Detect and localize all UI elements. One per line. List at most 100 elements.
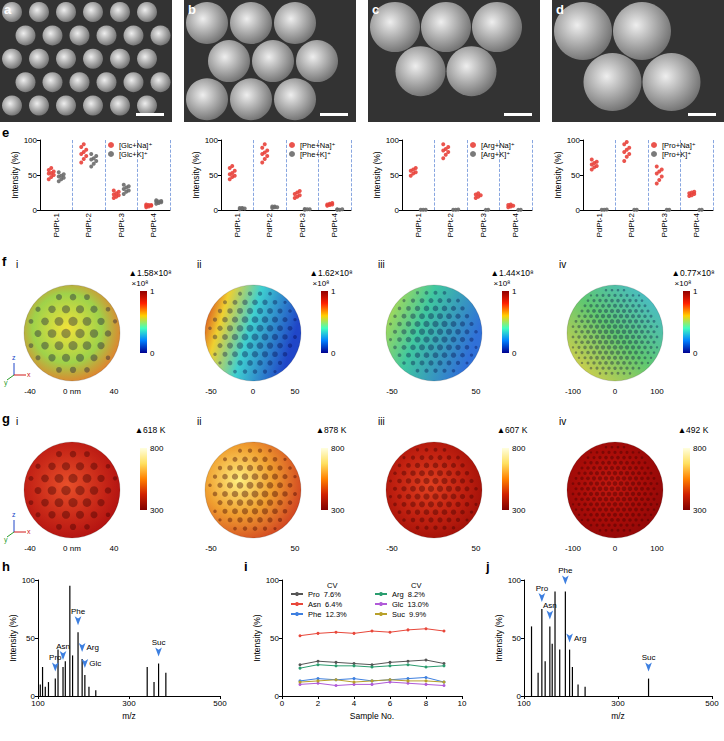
svg-text:Intensity (%): Intensity (%) <box>372 151 382 198</box>
svg-text:0 nm: 0 nm <box>63 387 81 396</box>
svg-text:0: 0 <box>395 206 400 215</box>
svg-text:0: 0 <box>33 206 38 215</box>
svg-text:800: 800 <box>693 444 707 453</box>
svg-text:i: i <box>16 259 18 270</box>
svg-text:Phe: Phe <box>71 607 86 616</box>
svg-text:Asn 6.4%: Asn 6.4% <box>308 600 343 609</box>
svg-text:PdPt-4: PdPt-4 <box>149 212 158 237</box>
svg-text:PdPt-1: PdPt-1 <box>595 212 604 237</box>
svg-text:-100: -100 <box>565 544 582 553</box>
svg-text:z: z <box>12 511 16 518</box>
svg-text:Arg: Arg <box>574 634 586 643</box>
svg-text:50: 50 <box>512 634 521 643</box>
svg-text:[Arg+K]⁺: [Arg+K]⁺ <box>481 150 510 159</box>
svg-text:Intensity (%): Intensity (%) <box>252 614 262 661</box>
svg-text:c: c <box>372 2 379 17</box>
svg-text:Pro 7.6%: Pro 7.6% <box>308 590 341 599</box>
svg-text:1: 1 <box>512 287 517 296</box>
svg-text:40: 40 <box>110 387 119 396</box>
svg-text:iv: iv <box>559 259 566 270</box>
svg-text:PdPt-3: PdPt-3 <box>660 212 669 237</box>
svg-text:Asn: Asn <box>543 601 557 610</box>
svg-text:300: 300 <box>331 506 345 515</box>
svg-text:Pro: Pro <box>536 584 549 593</box>
svg-text:Glc: Glc <box>89 659 101 668</box>
svg-text:50: 50 <box>291 387 300 396</box>
svg-text:0: 0 <box>150 349 155 358</box>
svg-text:50: 50 <box>291 544 300 553</box>
svg-text:0: 0 <box>331 349 336 358</box>
svg-text:iii: iii <box>378 259 385 270</box>
svg-text:iii: iii <box>378 416 385 427</box>
svg-text:50: 50 <box>28 171 37 180</box>
svg-text:▲618 K: ▲618 K <box>135 425 166 435</box>
svg-text:-50: -50 <box>205 544 217 553</box>
svg-text:0: 0 <box>693 349 698 358</box>
svg-text:100: 100 <box>24 136 38 145</box>
svg-text:[Pro+K]⁺: [Pro+K]⁺ <box>662 150 691 159</box>
svg-text:10: 10 <box>458 699 467 708</box>
svg-text:Suc: Suc <box>642 653 656 662</box>
svg-text:x: x <box>27 371 31 378</box>
svg-text:PdPt-4: PdPt-4 <box>330 212 339 237</box>
svg-text:PdPt-2: PdPt-2 <box>84 212 93 237</box>
svg-text:50: 50 <box>26 634 35 643</box>
svg-text:2: 2 <box>316 699 321 708</box>
svg-text:Sample No.: Sample No. <box>350 711 394 721</box>
svg-text:PdPt-2: PdPt-2 <box>446 212 455 237</box>
svg-text:PdPt-3: PdPt-3 <box>479 212 488 237</box>
svg-text:0: 0 <box>512 349 517 358</box>
svg-text:50: 50 <box>390 171 399 180</box>
svg-text:PdPt-2: PdPt-2 <box>265 212 274 237</box>
svg-text:CV: CV <box>327 581 337 590</box>
svg-text:y: y <box>4 379 8 387</box>
svg-text:100: 100 <box>650 387 664 396</box>
svg-text:-40: -40 <box>24 387 36 396</box>
svg-text:a: a <box>4 2 12 17</box>
svg-text:f: f <box>2 254 7 269</box>
svg-text:800: 800 <box>150 444 164 453</box>
svg-text:▲1.44×10⁸: ▲1.44×10⁸ <box>491 268 534 278</box>
svg-text:e: e <box>2 125 9 140</box>
svg-text:500: 500 <box>213 699 227 708</box>
svg-text:PdPt-4: PdPt-4 <box>511 212 520 237</box>
svg-text:Phe: Phe <box>558 566 573 575</box>
svg-text:Pro: Pro <box>49 653 62 662</box>
svg-text:300: 300 <box>512 506 526 515</box>
svg-text:0: 0 <box>613 387 618 396</box>
svg-text:×10⁸: ×10⁸ <box>675 279 692 288</box>
svg-text:Phe 12.3%: Phe 12.3% <box>308 610 347 619</box>
svg-text:▲492 K: ▲492 K <box>678 425 709 435</box>
svg-text:▲878 K: ▲878 K <box>316 425 347 435</box>
svg-text:ii: ii <box>197 416 201 427</box>
svg-text:g: g <box>2 411 10 426</box>
svg-text:50: 50 <box>209 171 218 180</box>
svg-text:0: 0 <box>280 699 285 708</box>
svg-text:0 nm: 0 nm <box>63 544 81 553</box>
svg-text:b: b <box>188 2 196 17</box>
svg-text:0: 0 <box>576 206 581 215</box>
svg-text:CV: CV <box>411 581 421 590</box>
svg-text:PdPt-1: PdPt-1 <box>233 212 242 237</box>
svg-text:Intensity (%): Intensity (%) <box>494 614 504 661</box>
svg-text:40: 40 <box>110 544 119 553</box>
svg-text:Suc 9.9%: Suc 9.9% <box>392 610 427 619</box>
svg-text:0: 0 <box>613 544 618 553</box>
svg-text:1: 1 <box>693 287 698 296</box>
svg-text:[Glc+Na]⁺: [Glc+Na]⁺ <box>119 141 152 150</box>
svg-text:[Arg+Na]⁺: [Arg+Na]⁺ <box>481 141 515 150</box>
svg-text:1: 1 <box>150 287 155 296</box>
svg-text:[Glc+K]⁺: [Glc+K]⁺ <box>119 150 148 159</box>
svg-text:PdPt-3: PdPt-3 <box>298 212 307 237</box>
svg-text:50: 50 <box>571 171 580 180</box>
svg-text:▲1.58×10⁸: ▲1.58×10⁸ <box>129 268 172 278</box>
svg-text:300: 300 <box>611 699 625 708</box>
svg-text:▲607 K: ▲607 K <box>497 425 528 435</box>
svg-text:800: 800 <box>512 444 526 453</box>
svg-text:500: 500 <box>705 699 719 708</box>
svg-text:PdPt-3: PdPt-3 <box>117 212 126 237</box>
svg-text:Suc: Suc <box>152 638 166 647</box>
svg-text:[Pro+Na]⁺: [Pro+Na]⁺ <box>662 141 696 150</box>
svg-text:h: h <box>2 559 10 574</box>
svg-text:100: 100 <box>31 699 45 708</box>
